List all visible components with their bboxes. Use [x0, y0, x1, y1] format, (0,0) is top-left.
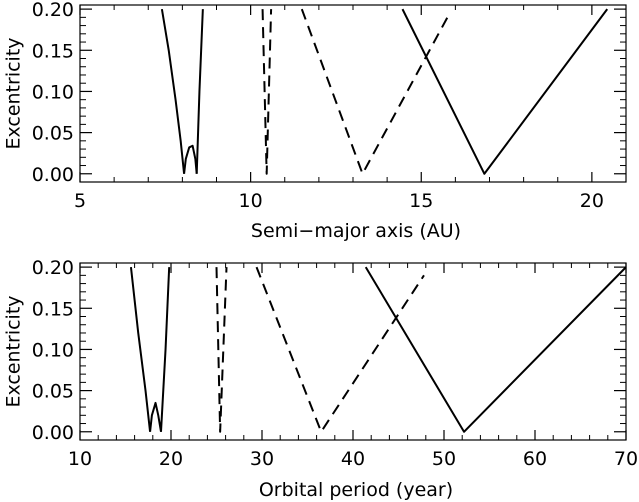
series-line-6-solid [401, 8, 609, 175]
y-tick-label: 0.10 [32, 81, 74, 103]
x-tick-label: 15 [409, 190, 433, 212]
series-line-2-solid [183, 144, 198, 174]
y-tick-label: 0.20 [32, 257, 74, 279]
y-tick-label: 0.00 [32, 422, 74, 444]
series-line-3-solid [195, 9, 204, 174]
x-tick-label: 70 [614, 448, 638, 470]
series-line-6-solid [364, 266, 627, 433]
series-line-5-dashed [255, 266, 425, 433]
x-tick-label: 30 [250, 448, 274, 470]
x-tick-label: 60 [523, 448, 547, 470]
series-line-4-dashed [215, 267, 228, 433]
x-tick-label: 5 [74, 190, 86, 212]
series-line-3-solid [159, 267, 171, 432]
y-tick-label: 0.15 [32, 40, 74, 62]
x-tick-label: 40 [341, 448, 365, 470]
series-line-1-solid [160, 8, 186, 174]
x-tick-label: 20 [159, 448, 183, 470]
y-axis-label: Excentricity [3, 295, 25, 407]
chart-panel-2: 10 20 30 40 50 60 70 0.00 0.05 0.10 0.15 0.20 Orbita… [3, 257, 639, 501]
y-tick-label: 0.00 [32, 164, 74, 186]
y-tick-label: 0.20 [32, 0, 74, 21]
chart-panel-1: 5 10 15 20 0.00 0.05 0.10 0.15 0.20 Semi−major ax… [3, 0, 627, 242]
y-tick-label: 0.15 [32, 298, 74, 320]
x-axis-label: Semi−major axis (AU) [251, 220, 461, 242]
x-axis-label: Orbital period (year) [259, 479, 453, 501]
x-tick-label: 10 [68, 448, 92, 470]
y-axis-label: Excentricity [3, 37, 25, 149]
x-tick-label: 10 [239, 190, 263, 212]
series-line-5-dashed [300, 8, 451, 175]
x-tick-label: 20 [580, 190, 604, 212]
y-tick-label: 0.05 [32, 123, 74, 145]
y-tick-label: 0.05 [32, 381, 74, 403]
y-tick-label: 0.10 [32, 339, 74, 361]
x-tick-label: 50 [432, 448, 456, 470]
series-line-2-solid [149, 401, 162, 432]
series-line-4-dashed [261, 9, 273, 175]
series-line-1-solid [129, 267, 152, 432]
